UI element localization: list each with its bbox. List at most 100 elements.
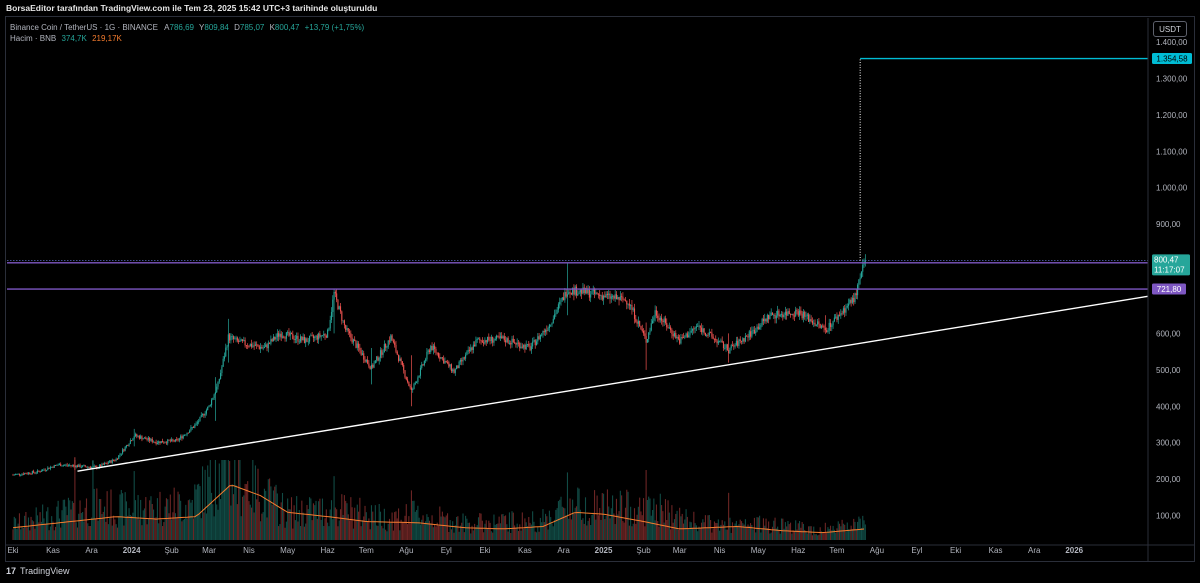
volume-bar: [631, 526, 633, 540]
volume-bar: [205, 513, 207, 540]
candle-body: [160, 441, 162, 444]
volume-bar: [414, 511, 416, 540]
candle-body: [337, 299, 339, 310]
candle-body: [626, 300, 628, 305]
x-tick-label: Nis: [243, 546, 255, 555]
volume-bar: [818, 534, 820, 540]
volume-bar: [712, 528, 714, 540]
tradingview-logo[interactable]: 17 TradingView: [6, 566, 70, 576]
x-tick-label: Ara: [1028, 546, 1041, 555]
candle-body: [43, 469, 45, 471]
candle-body: [841, 313, 843, 315]
candle-body: [209, 405, 211, 406]
symbol-name[interactable]: Binance Coin / TetherUS · 1G · BINANCE: [10, 23, 158, 32]
candle-body: [262, 347, 264, 349]
x-tick-label: Eki: [7, 546, 18, 555]
candle-body: [178, 438, 180, 441]
candle-body: [618, 297, 620, 301]
candle-body: [392, 340, 394, 343]
volume-bar: [568, 518, 570, 540]
candle-body: [746, 335, 748, 337]
candle-body: [250, 343, 253, 347]
volume-bar: [151, 503, 153, 540]
volume-bar: [85, 498, 88, 540]
candle-body: [269, 342, 271, 344]
volume-bar: [365, 512, 367, 540]
candle-body: [862, 264, 864, 272]
volume-bar: [374, 505, 376, 540]
volume-bar: [302, 512, 304, 540]
candle-body: [315, 335, 317, 337]
volume-bar: [321, 498, 324, 540]
candle-body: [319, 333, 321, 337]
volume-bar: [421, 519, 423, 540]
x-tick-label: 2025: [595, 546, 613, 555]
candle-body: [628, 303, 630, 306]
volume-bar: [428, 520, 431, 540]
volume-bar: [490, 531, 492, 540]
volume-bar: [370, 505, 373, 540]
candle-body: [367, 359, 369, 364]
volume-bar: [397, 508, 400, 540]
candle-body: [583, 287, 585, 293]
candle-body: [231, 336, 233, 338]
candle-body: [297, 335, 299, 342]
candle-body: [409, 385, 411, 388]
candle-body: [556, 309, 558, 314]
candle-body: [664, 318, 667, 323]
volume-bar: [416, 510, 418, 540]
volume-bar: [168, 513, 170, 540]
volume-bar: [110, 489, 112, 540]
currency-button[interactable]: USDT: [1153, 21, 1187, 37]
volume-bar: [360, 526, 362, 540]
candle-body: [229, 334, 231, 341]
y-tick-label: 900,00: [1156, 220, 1181, 229]
candle-body: [470, 347, 472, 351]
volume-bar: [49, 526, 51, 540]
volume-bar: [189, 499, 191, 540]
candle-body: [405, 377, 407, 380]
candle-body: [42, 469, 44, 472]
volume-bar: [183, 518, 186, 540]
candle-body: [762, 318, 765, 322]
candle-body: [740, 340, 743, 342]
candle-body: [334, 291, 336, 294]
candle-body: [39, 471, 41, 473]
volume-bar: [457, 516, 459, 540]
candle-body: [201, 414, 204, 415]
candle-body: [517, 342, 520, 344]
x-tick-label: Eki: [479, 546, 490, 555]
candle-body: [78, 464, 80, 467]
volume-bar: [26, 527, 28, 540]
volume-bar: [325, 509, 327, 540]
volume-bar: [713, 521, 716, 540]
volume-bar: [851, 529, 853, 540]
volume-bar: [132, 512, 134, 540]
volume-bar: [771, 526, 774, 540]
candle-body: [710, 332, 712, 333]
candle-body: [475, 340, 477, 347]
candle-body: [541, 334, 543, 336]
candle-body: [494, 338, 496, 341]
candle-body: [22, 473, 24, 475]
horizontal-level-label: 721,80: [1157, 285, 1182, 294]
x-tick-label: Şub: [636, 546, 651, 555]
candle-body: [400, 358, 402, 362]
candle-body: [236, 337, 238, 341]
candle-body: [739, 339, 741, 341]
candle-body: [374, 360, 376, 364]
candle-body: [842, 308, 844, 314]
candle-body: [550, 324, 552, 326]
candle-body: [292, 334, 294, 339]
volume-bar: [743, 524, 745, 540]
candle-body: [836, 316, 838, 320]
candle-body: [457, 365, 459, 369]
candle-body: [124, 446, 126, 451]
candle-body: [329, 319, 331, 329]
candle-body: [182, 435, 184, 439]
candle-body: [579, 289, 581, 293]
candle-body: [572, 288, 574, 295]
volume-label[interactable]: Hacim · BNB: [10, 34, 57, 43]
candle-body: [104, 463, 106, 465]
